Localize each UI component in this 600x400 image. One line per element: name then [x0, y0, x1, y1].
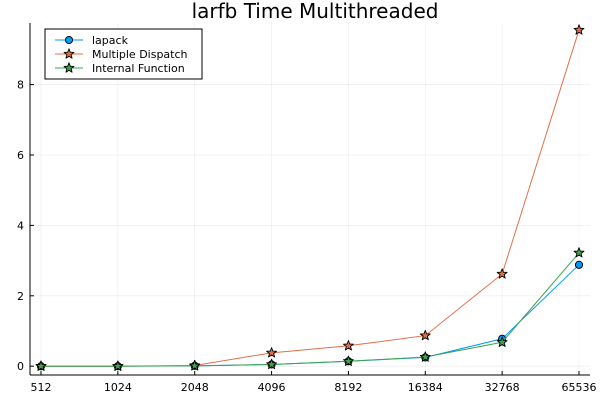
data-point-multiple-dispatch [419, 329, 431, 341]
data-point-multiple-dispatch [343, 340, 354, 351]
legend-label-multiple-dispatch: Multiple Dispatch [92, 48, 188, 61]
y-tick-label: 0 [17, 360, 24, 373]
x-tick-label: 4096 [258, 381, 286, 394]
grid-lines [30, 23, 590, 375]
x-axis-ticks: 512 1024 2048 4096 8192 16384 32768 65536 [31, 371, 597, 394]
legend-label-lapack: lapack [92, 34, 129, 47]
series-line-internal-function [41, 252, 580, 367]
x-tick-label: 2048 [181, 381, 209, 394]
data-point-internal-function [573, 247, 585, 258]
data-point-internal-function [189, 360, 201, 371]
y-tick-label: 2 [17, 290, 24, 303]
data-point-internal-function [496, 336, 508, 347]
x-tick-label: 8192 [334, 381, 362, 394]
data-point-multiple-dispatch [496, 268, 508, 279]
x-tick-label: 512 [31, 381, 52, 394]
series-internal-function [35, 247, 585, 371]
series-line-multiple-dispatch [41, 29, 580, 367]
y-tick-label: 4 [17, 219, 24, 232]
legend-label-internal-function: Internal Function [92, 62, 185, 75]
y-tick-label: 8 [17, 79, 24, 92]
y-axis-ticks: 0 2 4 6 8 [17, 79, 34, 373]
data-point-internal-function [112, 360, 124, 371]
axes [29, 23, 590, 376]
chart-title: larfb Time Multithreaded [192, 0, 439, 23]
legend-marker-lapack [64, 35, 74, 45]
y-tick-label: 6 [17, 149, 24, 162]
data-point-internal-function [266, 358, 277, 370]
series-line-lapack [41, 264, 580, 367]
x-tick-label: 16384 [408, 381, 443, 394]
x-tick-label: 32768 [485, 381, 520, 394]
x-tick-label: 1024 [104, 381, 132, 394]
data-point-internal-function [343, 355, 354, 366]
x-tick-label: 65536 [562, 381, 597, 394]
series-layer [35, 24, 585, 371]
data-point-multiple-dispatch [573, 24, 585, 35]
data-point-multiple-dispatch [266, 347, 277, 358]
legend-marker-multiple-dispatch [63, 48, 75, 59]
data-point-internal-function [35, 360, 47, 371]
data-point-lapack [574, 260, 584, 269]
data-point-internal-function [419, 351, 431, 362]
legend-marker-internal-function [63, 62, 75, 73]
